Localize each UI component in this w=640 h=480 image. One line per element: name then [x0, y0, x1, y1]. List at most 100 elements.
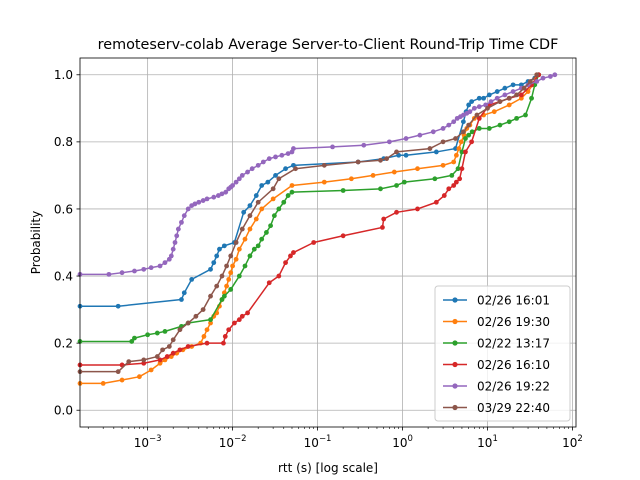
- data-point: [259, 183, 265, 188]
- data-point: [221, 340, 226, 346]
- data-point: [265, 179, 271, 185]
- data-point: [446, 186, 452, 192]
- data-point: [162, 329, 168, 334]
- data-point: [181, 290, 187, 296]
- data-point: [497, 99, 503, 105]
- data-point: [440, 126, 446, 131]
- data-point: [276, 176, 282, 182]
- data-point: [476, 115, 482, 121]
- data-point: [136, 374, 142, 380]
- data-point: [451, 159, 457, 165]
- data-point: [253, 216, 259, 222]
- data-point: [228, 253, 234, 259]
- data-point: [311, 240, 317, 245]
- data-point: [283, 166, 288, 172]
- data-point: [471, 105, 477, 111]
- plot-frame: [79, 57, 577, 428]
- data-point: [221, 243, 227, 249]
- legend-label: 02/26 16:01: [477, 293, 550, 307]
- legend-item: 02/26 16:01: [443, 293, 550, 307]
- data-point: [455, 166, 461, 172]
- x-tick-label: 10−1: [304, 434, 332, 450]
- legend-item: 02/26 16:10: [443, 358, 550, 372]
- data-point: [270, 196, 276, 202]
- series-layer: [77, 72, 558, 386]
- data-point: [510, 82, 516, 88]
- data-point: [460, 129, 466, 135]
- legend-item: 02/26 19:30: [443, 315, 550, 329]
- legend-box: [434, 285, 571, 422]
- data-point: [259, 236, 265, 242]
- data-point: [518, 82, 524, 88]
- data-point: [453, 146, 458, 151]
- data-point: [518, 95, 524, 101]
- data-point: [204, 327, 210, 333]
- data-point: [384, 156, 390, 162]
- data-point: [154, 354, 160, 359]
- data-point: [255, 162, 261, 168]
- data-point: [521, 85, 527, 91]
- data-point: [179, 219, 184, 225]
- data-point: [469, 139, 475, 145]
- data-point: [529, 95, 534, 101]
- data-point: [506, 119, 512, 125]
- y-tick-label: 0.2: [54, 336, 73, 350]
- data-point: [370, 173, 376, 178]
- data-point: [160, 347, 165, 353]
- data-point: [476, 104, 482, 110]
- data-point: [289, 183, 295, 188]
- data-point: [486, 126, 492, 131]
- data-point: [528, 79, 533, 84]
- data-point: [170, 246, 176, 252]
- data-point: [534, 79, 540, 84]
- data-point: [145, 332, 151, 338]
- data-point: [264, 230, 269, 235]
- legend-marker: [452, 361, 458, 368]
- data-point: [457, 176, 463, 182]
- data-point: [141, 266, 147, 272]
- data-point: [260, 159, 266, 165]
- data-point: [219, 297, 225, 302]
- data-point: [177, 327, 183, 333]
- data-point: [441, 193, 447, 198]
- data-point: [230, 183, 236, 188]
- data-point: [241, 209, 247, 215]
- legend-marker: [452, 318, 458, 325]
- data-point: [381, 216, 387, 222]
- data-point: [449, 173, 455, 178]
- data-point: [427, 146, 433, 151]
- data-point: [486, 92, 492, 98]
- data-point: [185, 206, 191, 212]
- data-point: [378, 186, 383, 192]
- data-point: [432, 176, 438, 182]
- data-point: [355, 159, 361, 165]
- data-point: [514, 92, 520, 98]
- data-point: [279, 152, 285, 158]
- data-point: [179, 297, 184, 302]
- data-point: [226, 327, 232, 333]
- data-point: [200, 307, 206, 312]
- data-point: [266, 156, 272, 162]
- data-point: [456, 146, 462, 151]
- y-tick-label: 0.0: [54, 404, 73, 418]
- data-point: [208, 317, 213, 323]
- data-point: [485, 105, 490, 111]
- legend-item: 02/26 19:22: [443, 379, 550, 393]
- data-point: [204, 340, 210, 346]
- data-point: [466, 102, 472, 108]
- data-point: [466, 122, 472, 128]
- legend-item: 02/22 13:17: [443, 336, 550, 350]
- data-point: [245, 310, 250, 316]
- x-tick-label: 100: [392, 434, 413, 450]
- data-point: [476, 95, 482, 101]
- data-point: [162, 260, 168, 266]
- data-point: [185, 320, 191, 326]
- data-point: [494, 95, 500, 101]
- data-point: [321, 179, 327, 185]
- data-point: [433, 149, 439, 155]
- data-point: [132, 268, 137, 274]
- legend-item: 03/29 22:40: [443, 401, 550, 415]
- data-point: [196, 199, 202, 205]
- data-point: [394, 183, 399, 188]
- data-point: [491, 109, 497, 115]
